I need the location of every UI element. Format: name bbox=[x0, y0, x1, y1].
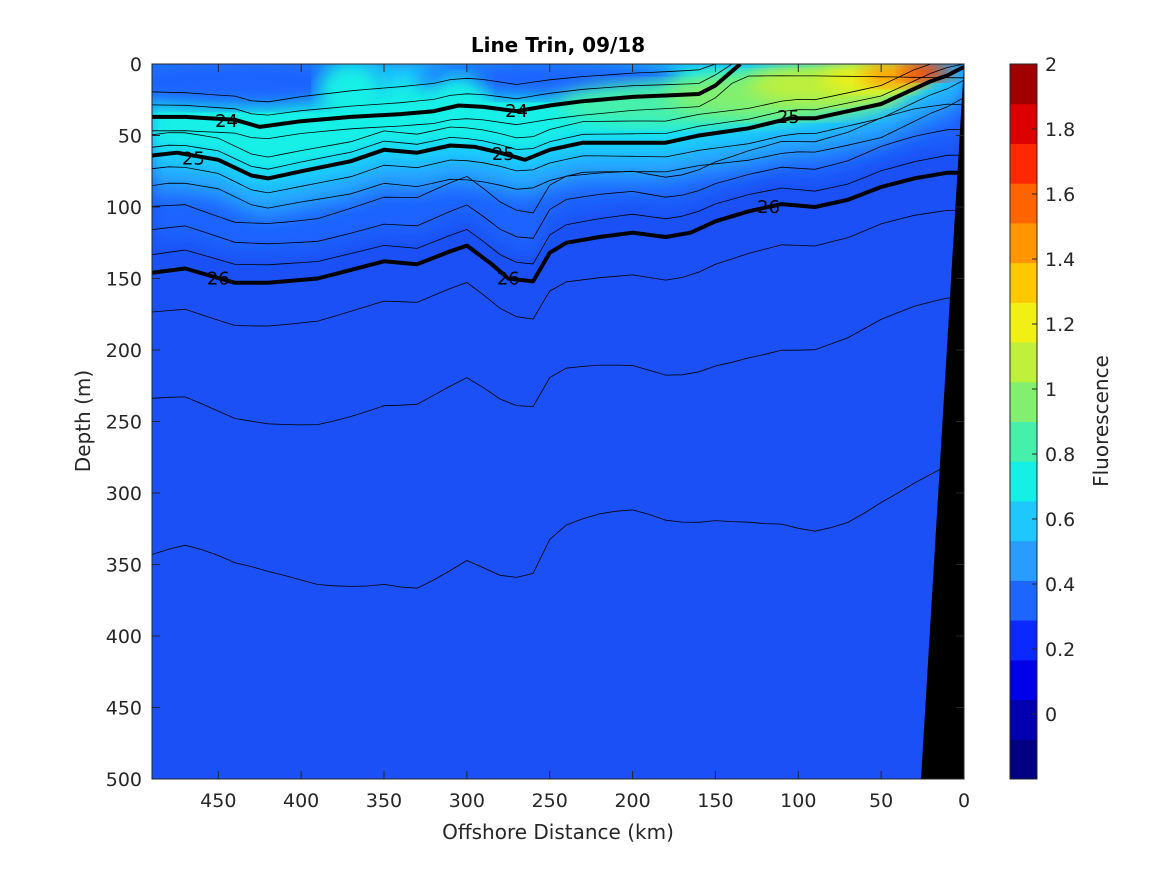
colorbar-tick-label: 1.2 bbox=[1045, 314, 1075, 336]
colorbar-tick-label: 0.4 bbox=[1045, 574, 1075, 596]
colorbar-swatch bbox=[1010, 342, 1037, 383]
x-tick-label: 150 bbox=[697, 790, 733, 812]
thin-contour-line bbox=[152, 64, 964, 158]
y-tick-label: 0 bbox=[130, 54, 142, 76]
thin-contour-line bbox=[152, 129, 964, 245]
contour-label-26: 26 bbox=[757, 197, 780, 218]
thin-contour-line bbox=[152, 103, 964, 224]
y-tick-label: 250 bbox=[106, 412, 142, 434]
contour-label-25: 25 bbox=[492, 144, 515, 165]
colorbar-swatch bbox=[1010, 739, 1037, 780]
thin-contour-line bbox=[152, 459, 964, 589]
thin-contour-line bbox=[152, 64, 964, 116]
density-contour-24 bbox=[152, 64, 742, 129]
x-tick-label: 100 bbox=[780, 790, 816, 812]
x-tick-label: 350 bbox=[366, 790, 402, 812]
contour-label-25: 25 bbox=[182, 148, 205, 169]
colorbar-tick-label: 1 bbox=[1045, 379, 1057, 401]
colorbar-swatch bbox=[1010, 262, 1037, 303]
colorbar-swatch bbox=[1010, 500, 1037, 542]
colorbar-swatch bbox=[1010, 183, 1037, 224]
colorbar-tick-label: 1.8 bbox=[1045, 119, 1075, 141]
x-tick-label: 50 bbox=[869, 790, 893, 812]
x-tick-label: 0 bbox=[958, 790, 970, 812]
contour-label-26: 26 bbox=[207, 269, 230, 290]
x-tick-label: 250 bbox=[532, 790, 568, 812]
y-tick-label: 400 bbox=[106, 626, 142, 648]
colorbar-tick-label: 0 bbox=[1045, 704, 1057, 726]
colorbar-frame bbox=[1009, 63, 1038, 780]
x-tick-label: 200 bbox=[614, 790, 650, 812]
contour-label-26: 26 bbox=[497, 269, 520, 290]
colorbar-tick-label: 2 bbox=[1045, 54, 1057, 76]
x-axis-ticks: 450 400 350 300 250 200 150 100 50 0 bbox=[200, 64, 970, 812]
thin-contour-line bbox=[152, 79, 964, 194]
colorbar-label: Fluorescence bbox=[1089, 355, 1113, 487]
x-tick-label: 300 bbox=[449, 790, 485, 812]
y-tick-label: 350 bbox=[106, 555, 142, 577]
y-axis-ticks: 0 50 100 150 200 250 300 350 400 450 500 bbox=[106, 54, 964, 791]
contour-label-24: 24 bbox=[215, 111, 238, 132]
subsurface-peak-350 bbox=[317, 64, 384, 119]
y-tick-label: 100 bbox=[106, 197, 142, 219]
colorbar-swatch bbox=[1010, 659, 1037, 701]
y-axis-label: Depth (m) bbox=[71, 370, 95, 472]
thin-contour-line bbox=[152, 64, 964, 170]
colorbar-swatch bbox=[1010, 699, 1037, 740]
colorbar-tick-label: 0.8 bbox=[1045, 444, 1075, 466]
y-tick-label: 500 bbox=[106, 769, 142, 791]
colorbar-tick-label: 1.4 bbox=[1045, 249, 1075, 271]
colorbar-swatch bbox=[1010, 580, 1037, 621]
thin-contour-line bbox=[152, 154, 964, 266]
thin-contour-line bbox=[152, 75, 964, 140]
contour-label-24: 24 bbox=[505, 101, 528, 122]
density-contour-26 bbox=[152, 170, 964, 285]
density-contours: 24 24 25 25 25 26 26 26 bbox=[152, 64, 964, 290]
thin-contour-line bbox=[152, 64, 964, 103]
y-tick-label: 150 bbox=[106, 269, 142, 291]
y-tick-label: 450 bbox=[106, 698, 142, 720]
y-tick-label: 200 bbox=[106, 340, 142, 362]
colorbar-tick-label: 0.6 bbox=[1045, 509, 1075, 531]
colorbar: 0 0.2 0.4 0.6 0.8 1 1.2 1.4 1.6 1.8 2 bbox=[1009, 54, 1075, 780]
colorbar-tick-label: 1.6 bbox=[1045, 184, 1075, 206]
seafloor-bathymetry bbox=[921, 64, 964, 779]
colorbar-swatch bbox=[1010, 620, 1037, 661]
colorbar-tick-label: 0.2 bbox=[1045, 639, 1075, 661]
colorbar-swatch bbox=[1010, 421, 1037, 462]
x-tick-label: 450 bbox=[200, 790, 236, 812]
colorbar-swatch bbox=[1010, 302, 1037, 343]
x-axis-label: Offshore Distance (km) bbox=[442, 820, 674, 844]
chart-title: Line Trin, 09/18 bbox=[471, 33, 645, 57]
thin-contour-lines bbox=[152, 64, 964, 589]
density-contour-25 bbox=[152, 65, 964, 181]
thin-contour-line bbox=[152, 297, 964, 426]
y-tick-label: 300 bbox=[106, 483, 142, 505]
thin-contour-line bbox=[152, 97, 964, 209]
thin-contour-line bbox=[152, 209, 964, 327]
colorbar-swatch bbox=[1010, 64, 1037, 105]
colorbar-swatch bbox=[1010, 143, 1037, 184]
x-tick-label: 400 bbox=[283, 790, 319, 812]
colorbar-swatch bbox=[1010, 103, 1037, 144]
y-tick-label: 50 bbox=[118, 126, 142, 148]
colorbar-swatch bbox=[1010, 222, 1037, 264]
colorbar-swatch bbox=[1010, 461, 1037, 502]
contour-label-25: 25 bbox=[777, 107, 800, 128]
plot-area: 24 24 25 25 25 26 26 26 bbox=[152, 64, 964, 779]
colorbar-swatch bbox=[1010, 381, 1037, 422]
colorbar-swatch bbox=[1010, 540, 1037, 581]
